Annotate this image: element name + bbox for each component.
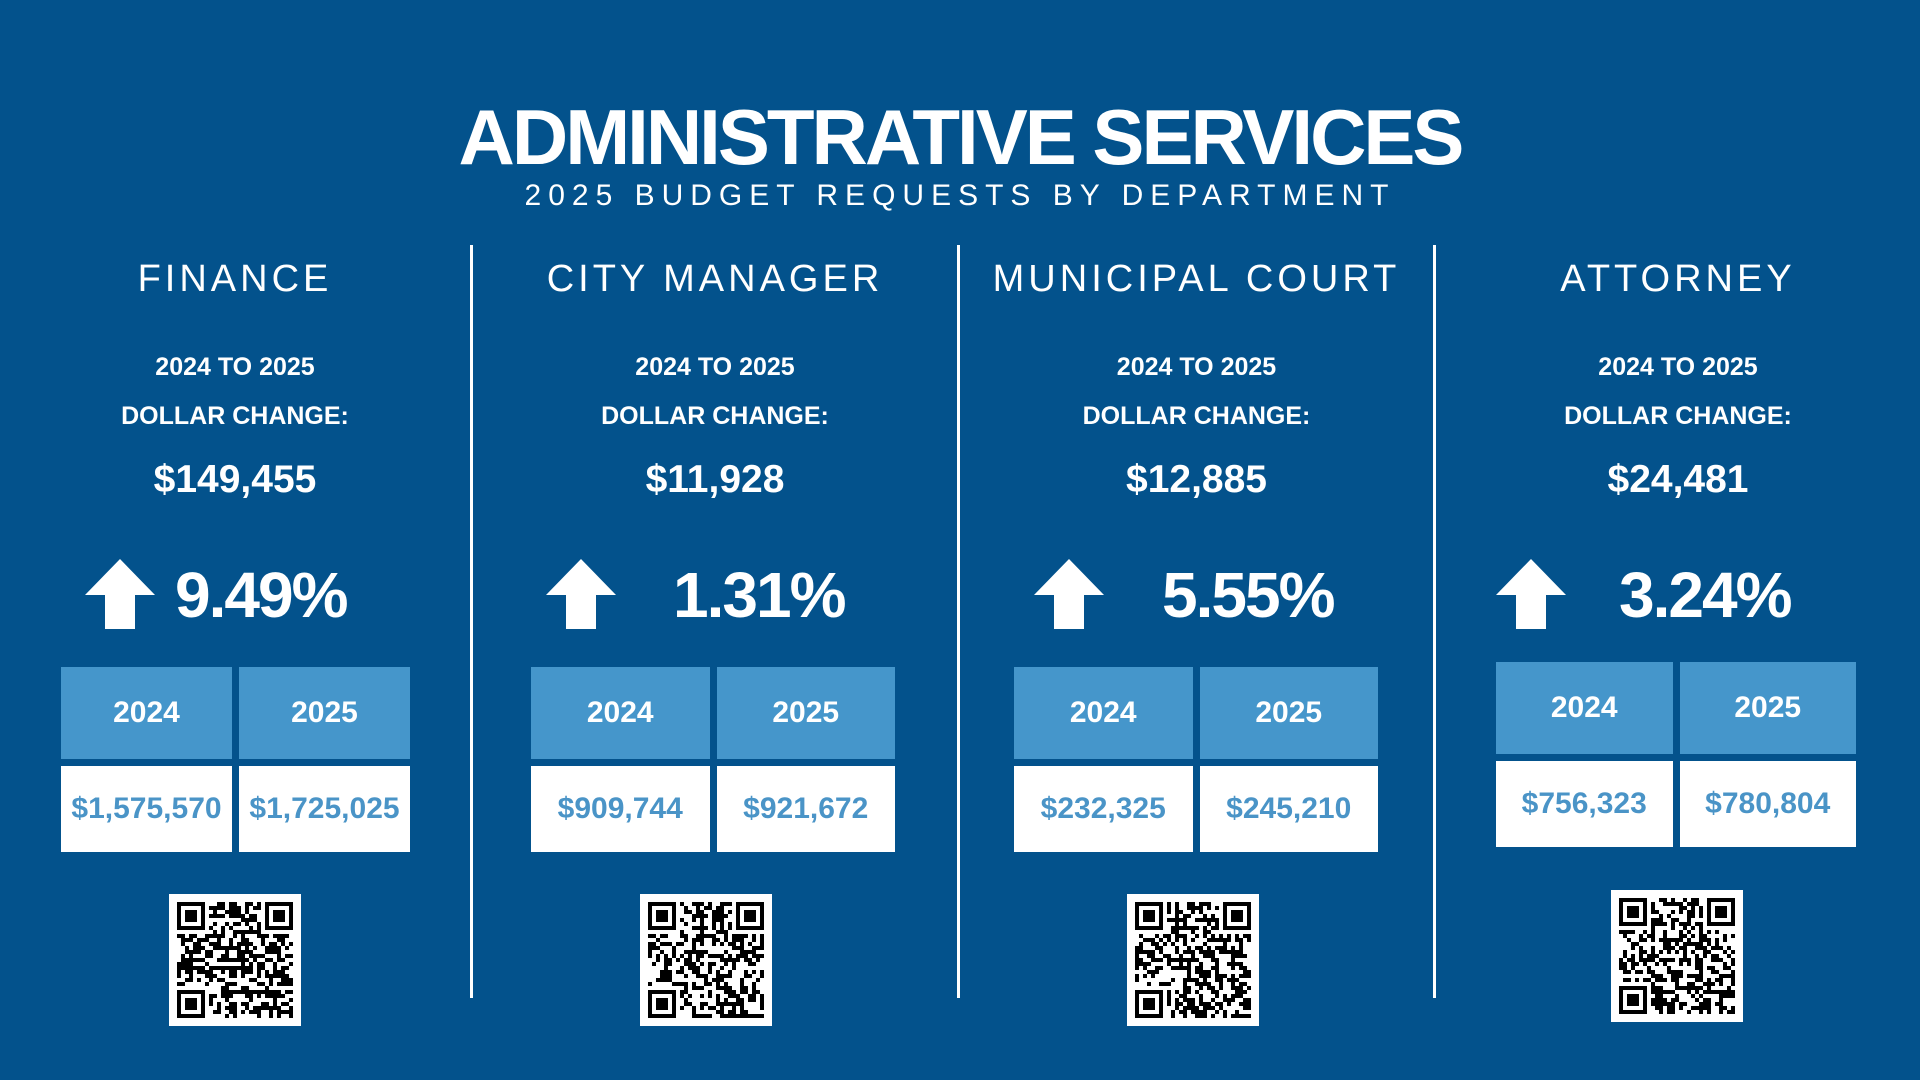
dollar-change: $24,481: [1607, 458, 1749, 501]
department-column: FINANCE 2024 TO 2025 DOLLAR CHANGE: $149…: [0, 0, 470, 1080]
percent-change: 9.49%: [175, 559, 348, 631]
change-label-line2: DOLLAR CHANGE:: [1082, 402, 1311, 430]
percent-change: 1.31%: [673, 559, 846, 631]
table-header-2025: 2025: [716, 667, 895, 759]
qr-code[interactable]: [169, 894, 301, 1026]
percent-change-row: 1.31%: [473, 555, 957, 635]
table-header-2024: 2024: [531, 667, 710, 759]
budget-2025-value: $921,672: [716, 766, 895, 852]
budget-table: 2024 2025 $1,575,570 $1,725,025: [61, 667, 410, 852]
dollar-change: $12,885: [1126, 458, 1267, 501]
table-header-2024: 2024: [1014, 667, 1193, 759]
budget-table: 2024 2025 $756,323 $780,804: [1496, 662, 1856, 847]
column-divider: [1433, 245, 1436, 998]
percent-change-row: 5.55%: [960, 555, 1433, 635]
budget-2025-value: $245,210: [1199, 766, 1378, 852]
change-label-line2: DOLLAR CHANGE:: [601, 402, 829, 430]
percent-change-row: 9.49%: [0, 555, 470, 635]
budget-table: 2024 2025 $232,325 $245,210: [1014, 667, 1378, 852]
change-label-line1: 2024 TO 2025: [1116, 353, 1277, 381]
percent-change: 5.55%: [1162, 559, 1335, 631]
change-label-line1: 2024 TO 2025: [1598, 353, 1758, 381]
table-header-2025: 2025: [1199, 667, 1378, 759]
department-column: ATTORNEY 2024 TO 2025 DOLLAR CHANGE: $24…: [1436, 0, 1920, 1080]
arrow-up-icon: [546, 559, 616, 629]
change-label-line1: 2024 TO 2025: [155, 353, 315, 381]
percent-change: 3.24%: [1619, 559, 1792, 631]
table-header-2024: 2024: [61, 667, 232, 759]
budget-2024-value: $909,744: [531, 766, 710, 852]
column-divider: [957, 245, 960, 998]
budget-table: 2024 2025 $909,744 $921,672: [531, 667, 895, 852]
budget-2024-value: $232,325: [1014, 766, 1193, 852]
department-column: MUNICIPAL COURT 2024 TO 2025 DOLLAR CHAN…: [960, 0, 1433, 1080]
page-title: ADMINISTRATIVE SERVICES: [458, 93, 1465, 181]
table-header-2025: 2025: [1679, 662, 1856, 754]
department-name: ATTORNEY: [1560, 258, 1796, 300]
dollar-change: $11,928: [645, 458, 785, 501]
qr-code-pattern: [1619, 898, 1735, 1014]
percent-change-row: 3.24%: [1436, 555, 1920, 635]
change-label-line1: 2024 TO 2025: [635, 353, 795, 381]
qr-code-pattern: [1135, 902, 1251, 1018]
dollar-change: $149,455: [153, 458, 317, 501]
budget-2024-value: $756,323: [1496, 761, 1673, 847]
column-divider: [470, 245, 473, 998]
department-name: FINANCE: [137, 258, 333, 300]
qr-code[interactable]: [1611, 890, 1743, 1022]
change-label-line2: DOLLAR CHANGE:: [1564, 402, 1792, 430]
qr-code-pattern: [177, 902, 293, 1018]
department-name: CITY MANAGER: [546, 258, 884, 300]
arrow-up-icon: [1496, 559, 1566, 629]
budget-2024-value: $1,575,570: [61, 766, 232, 852]
change-label-line2: DOLLAR CHANGE:: [121, 402, 349, 430]
arrow-up-icon: [1034, 559, 1104, 629]
qr-code[interactable]: [640, 894, 772, 1026]
qr-code-pattern: [648, 902, 764, 1018]
table-header-2024: 2024: [1496, 662, 1673, 754]
arrow-up-icon: [85, 559, 155, 629]
budget-2025-value: $780,804: [1679, 761, 1856, 847]
budget-2025-value: $1,725,025: [239, 766, 410, 852]
department-column: CITY MANAGER 2024 TO 2025 DOLLAR CHANGE:…: [473, 0, 957, 1080]
department-name: MUNICIPAL COURT: [992, 258, 1401, 300]
page-subtitle: 2025 BUDGET REQUESTS BY DEPARTMENT: [524, 179, 1396, 212]
qr-code[interactable]: [1127, 894, 1259, 1026]
table-header-2025: 2025: [239, 667, 410, 759]
